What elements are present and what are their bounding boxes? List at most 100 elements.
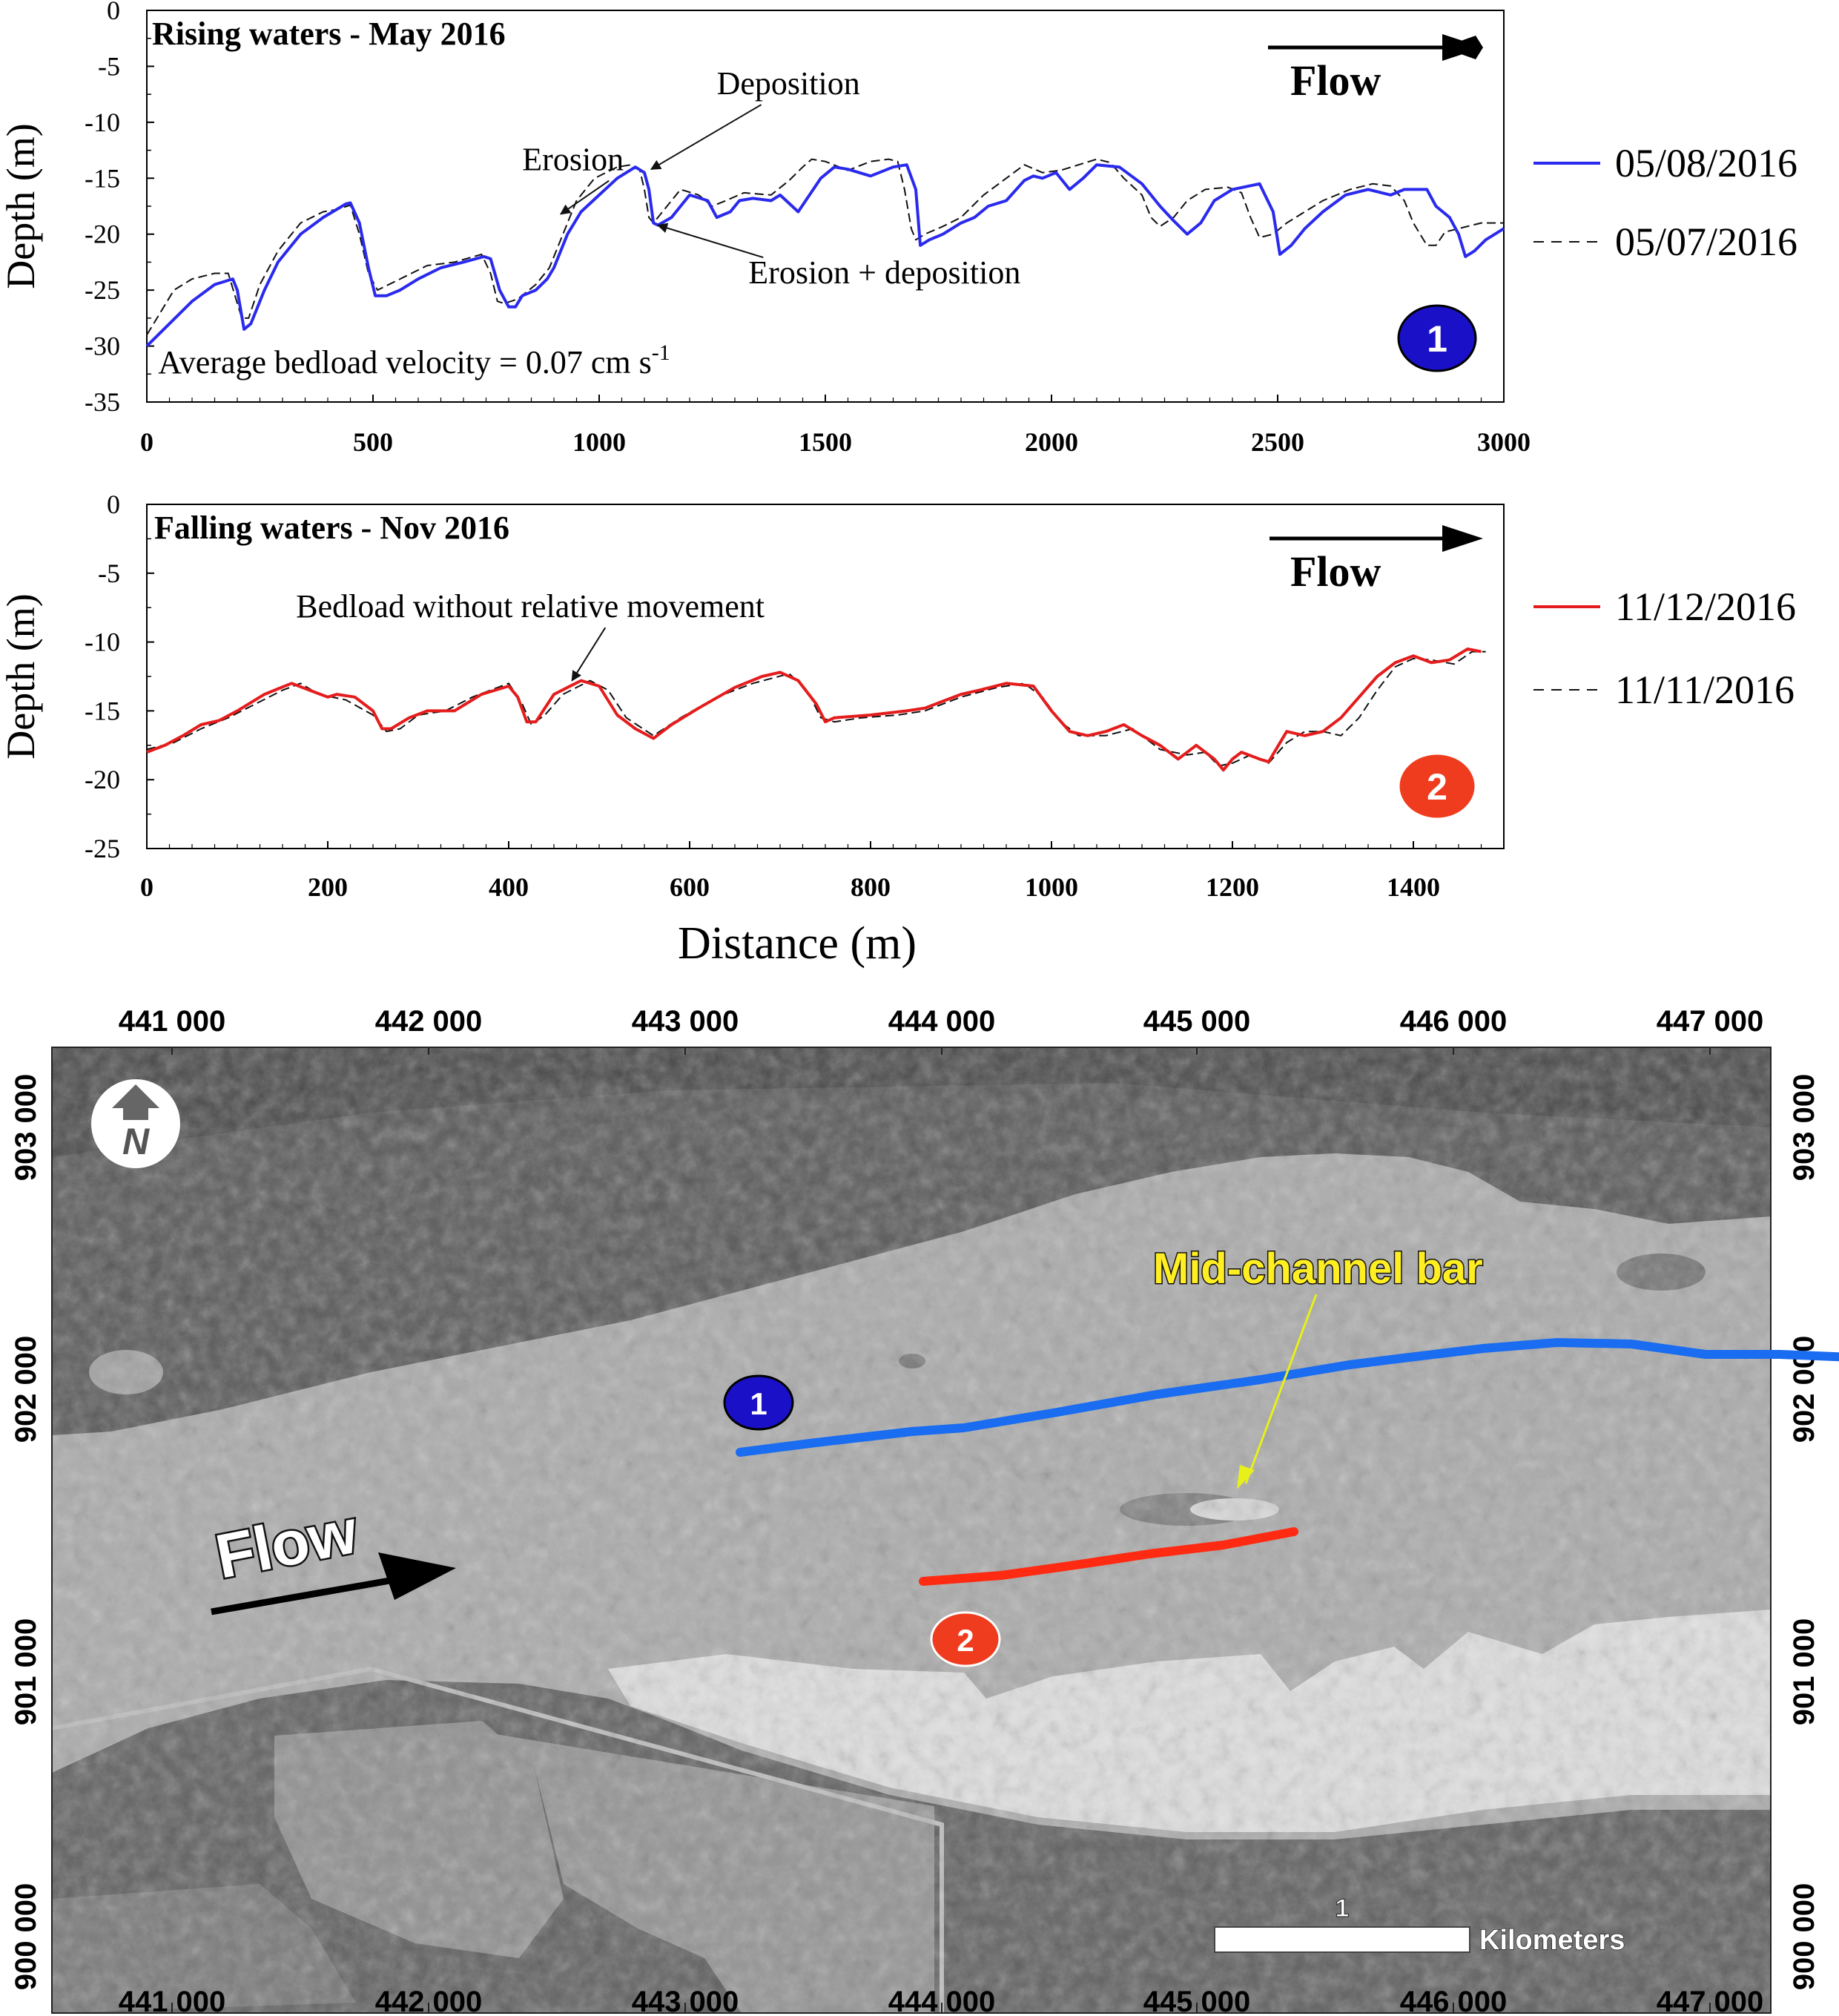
- chart-2-badge: 2: [1397, 752, 1477, 820]
- chart-2-y-tick-label: -25: [85, 834, 120, 863]
- chart-1-x-tick-label: 1000: [572, 427, 626, 457]
- chart-1-y-tick-label: -5: [98, 51, 120, 81]
- chart-2-y-tick-label: -5: [98, 559, 120, 588]
- chart-1-series-line: [146, 158, 1504, 336]
- chart-1-series: [145, 158, 1505, 348]
- chart-1-x-tick-label: 3000: [1477, 427, 1531, 457]
- north-arrow-icon: [91, 1079, 180, 1168]
- map-y-label-left: 903 000: [10, 1074, 42, 1182]
- map-y-label-right: 900 000: [1788, 1883, 1820, 1991]
- chart-2-x-tick-label: 800: [851, 872, 891, 902]
- chart-1-y-tick-label: -10: [85, 108, 120, 137]
- chart-2-legend: 11/12/2016 11/11/2016: [1533, 584, 1796, 712]
- map-y-label-left: 901 000: [10, 1618, 42, 1726]
- chart-2-series-line: [146, 647, 1482, 772]
- map-transect-2-badge-number: 2: [957, 1623, 974, 1658]
- chart-1-annotation-text: Erosion: [522, 142, 624, 178]
- chart-1-legend-label: 05/07/2016: [1615, 220, 1797, 264]
- map-x-label-top: 443 000: [632, 1005, 739, 1038]
- map-transect-1-badge-number: 1: [750, 1386, 767, 1421]
- map-x-label-top: 447 000: [1657, 1005, 1764, 1038]
- chart-1-annotation-superscript: -1: [652, 340, 670, 365]
- chart-2-x-tick-label: 200: [308, 872, 348, 902]
- chart-2-badge-circle: [1397, 752, 1477, 820]
- chart-1-x-tick-label: 500: [353, 427, 393, 457]
- chart-1-annotation-text: Average bedload velocity = 0.07 cm s-1: [158, 340, 670, 381]
- chart-2-annotation-text: Bedload without relative movement: [296, 588, 765, 625]
- chart-1-annotation-arrow-icon: [559, 179, 610, 215]
- map-scale-bar-rect: [1214, 1926, 1470, 1953]
- map-scale-number: 1: [1335, 1894, 1350, 1923]
- map-x-label-top: 444 000: [888, 1005, 996, 1038]
- chart-1-legend-label: 05/08/2016: [1615, 141, 1797, 185]
- map-frame: [51, 1047, 1772, 2014]
- map-mid-channel-bar-label: Mid-channel bar: [1153, 1245, 1483, 1293]
- chart-2-flow-label: Flow: [1290, 547, 1381, 596]
- chart-1-y-ticks: 0 -5 -10 -15 -20 -25 -30 -35: [85, 0, 154, 417]
- chart-1-flow-label: Flow: [1290, 56, 1381, 105]
- chart-1-annotations: Deposition Erosion Erosion + deposition Ave…: [158, 65, 1020, 381]
- chart-1-badge: 1: [1397, 304, 1477, 372]
- map-transect-1-line: [736, 1338, 1839, 1457]
- map-transect-1-badge-circle: [723, 1374, 794, 1431]
- map-transect-2-line: [919, 1527, 1298, 1586]
- chart-2-x-tick-label: 600: [670, 872, 710, 902]
- map-x-label-top: 442 000: [375, 1005, 483, 1038]
- map-y-label-left: 902 000: [10, 1336, 42, 1443]
- chart-rising-waters: 0 -5 -10 -15 -20 -25 -30 -35 0 500 1000 1500 2000 25…: [0, 0, 1797, 457]
- chart-1-badge-number: 1: [1427, 318, 1447, 360]
- chart-2-y-tick-label: -15: [85, 696, 120, 725]
- chart-2-y-tick-label: -10: [85, 627, 120, 657]
- map-transect-1-badge: 1: [723, 1374, 794, 1431]
- chart-2-y-tick-label: -20: [85, 765, 120, 794]
- chart-2-title: Falling waters - Nov 2016: [154, 510, 509, 546]
- chart-1-annotation-arrow-icon: [650, 104, 762, 171]
- chart-2-x-tick-label: 1000: [1025, 872, 1078, 902]
- chart-1-annotation-arrow-icon: [656, 223, 764, 259]
- map-x-label-top: 441 000: [119, 1005, 226, 1038]
- chart-2-series: [146, 647, 1486, 772]
- chart-2-flow-indicator: Flow: [1270, 525, 1483, 596]
- chart-1-y-axis-label: Depth (m): [0, 123, 43, 289]
- chart-2-y-axis-label: Depth (m): [0, 593, 43, 759]
- chart-1-y-tick-label: -35: [85, 387, 120, 417]
- chart-2-x-ticks: 0 200 400 600 800 1000 1200 1400: [140, 841, 1505, 902]
- chart-1-badge-circle: [1397, 304, 1477, 372]
- chart-2-x-tick-label: 0: [140, 872, 153, 902]
- chart-2-flow-arrowhead-icon: [1442, 525, 1483, 552]
- chart-2-series-line: [146, 650, 1486, 767]
- chart-1-y-tick-label: -20: [85, 220, 120, 249]
- map-north-arrow: N: [91, 1079, 180, 1168]
- chart-1-x-tick-label: 1500: [799, 427, 852, 457]
- map-x-label-top: 446 000: [1400, 1005, 1508, 1038]
- chart-1-x-ticks: 0 500 1000 1500 2000 2500 3000: [140, 395, 1531, 457]
- map-y-label-right: 901 000: [1788, 1618, 1820, 1726]
- map-transect-2-badge-circle: [930, 1611, 1001, 1667]
- chart-1-y-tick-label: -15: [85, 163, 120, 193]
- chart-1-y-tick-label: -25: [85, 275, 120, 305]
- chart-1-legend: 05/08/2016 05/07/2016: [1533, 141, 1797, 264]
- chart-2-y-ticks: 0 -5 -10 -15 -20 -25: [85, 490, 154, 863]
- chart-1-x-tick-label: 2000: [1025, 427, 1078, 457]
- chart-1-annotation-text: Erosion + deposition: [748, 254, 1020, 291]
- chart-falling-waters: 0 -5 -10 -15 -20 -25 0 200 400 600 800 1000 1200 140…: [0, 490, 1796, 969]
- chart-2-x-tick-label: 1200: [1206, 872, 1259, 902]
- chart-1-x-tick-label: 2500: [1251, 427, 1304, 457]
- map-transect-2-badge: 2: [930, 1611, 1001, 1667]
- map-mid-channel-bar-arrow-icon: [1244, 1294, 1318, 1484]
- chart-1-x-tick-label: 0: [140, 427, 153, 457]
- chart-2-x-tick-label: 1400: [1387, 872, 1440, 902]
- map-scale-bar: 1 Kilometers: [1214, 1894, 1625, 1957]
- chart-2-annotations: Bedload without relative movement: [296, 588, 765, 682]
- map-y-label-left: 900 000: [10, 1883, 42, 1991]
- chart-1-y-tick-label: -30: [85, 332, 120, 361]
- chart-2-badge-number: 2: [1427, 766, 1447, 808]
- map-north-symbol: N: [122, 1121, 150, 1162]
- chart-1-annotation-text: Deposition: [717, 65, 860, 102]
- chart-1-title: Rising waters - May 2016: [152, 16, 506, 52]
- map-flow-arrowhead-icon: [378, 1552, 456, 1600]
- map-y-label-right: 903 000: [1788, 1074, 1820, 1182]
